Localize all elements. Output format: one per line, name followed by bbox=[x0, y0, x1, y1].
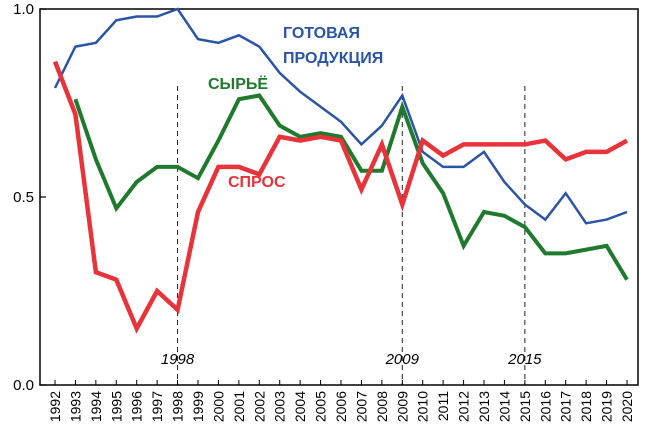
x-tick-label: 2015 bbox=[517, 391, 533, 422]
x-tick-label: 1993 bbox=[67, 391, 83, 422]
x-tick-label: 2008 bbox=[374, 391, 390, 422]
x-tick-label: 2017 bbox=[558, 391, 574, 422]
marker-label-2015: 2015 bbox=[507, 351, 542, 368]
x-tick-label: 2013 bbox=[476, 391, 492, 422]
x-tick-label: 2014 bbox=[496, 391, 512, 422]
y-tick-label: 0.5 bbox=[13, 189, 34, 206]
series-label-demand: СПРОС bbox=[228, 174, 286, 191]
y-tick-label: 0.0 bbox=[13, 377, 34, 394]
x-tick-label: 1998 bbox=[170, 391, 186, 422]
x-tick-label: 2010 bbox=[415, 391, 431, 422]
x-tick-label: 2009 bbox=[394, 391, 410, 422]
x-tick-label: 2002 bbox=[251, 391, 267, 422]
x-tick-label: 2020 bbox=[619, 391, 635, 422]
x-tick-label: 2000 bbox=[210, 391, 226, 422]
series-labels: ГОТОВАЯ ПРОДУКЦИЯ СЫРЬЁ СПРОС bbox=[208, 25, 383, 191]
x-tick-label: 2007 bbox=[353, 391, 369, 422]
x-tick-label: 2005 bbox=[313, 391, 329, 422]
series-lines bbox=[52, 7, 629, 334]
y-tick-label: 1.0 bbox=[13, 1, 34, 18]
x-tick-label: 2019 bbox=[599, 391, 615, 422]
period-markers: 1998 2009 2015 bbox=[161, 86, 542, 385]
series-line-raw-materials bbox=[73, 93, 629, 281]
x-tick-label: 2012 bbox=[456, 391, 472, 422]
series-line-finished-goods bbox=[53, 7, 628, 225]
x-tick-label: 1999 bbox=[190, 391, 206, 422]
series-label-finished-goods-line-1: ГОТОВАЯ bbox=[283, 25, 360, 42]
marker-label-1998: 1998 bbox=[161, 351, 195, 368]
series-line-demand bbox=[52, 60, 629, 334]
x-tick-label: 2018 bbox=[578, 391, 594, 422]
marker-label-2009: 2009 bbox=[385, 351, 420, 368]
x-tick-label: 2003 bbox=[272, 391, 288, 422]
x-tick-label: 2016 bbox=[537, 391, 553, 422]
x-tick-label: 2006 bbox=[333, 391, 349, 422]
x-axis: 1992 1993 1994 1995 1996 1997 1998 1999 2000 2001… bbox=[47, 380, 635, 422]
x-tick-label: 1994 bbox=[88, 391, 104, 422]
x-tick-label: 1995 bbox=[108, 391, 124, 422]
x-tick-label: 1997 bbox=[149, 391, 165, 422]
x-tick-label: 1992 bbox=[47, 391, 63, 422]
x-tick-label: 2011 bbox=[435, 391, 451, 421]
y-axis: 0.0 0.5 1.0 bbox=[13, 1, 46, 394]
series-label-finished-goods-line-2: ПРОДУКЦИЯ bbox=[283, 50, 383, 67]
x-tick-label: 2001 bbox=[231, 391, 247, 422]
series-label-raw-materials: СЫРЬЁ bbox=[208, 75, 268, 93]
x-tick-label: 2004 bbox=[292, 391, 308, 422]
x-tick-label: 1996 bbox=[129, 391, 145, 422]
